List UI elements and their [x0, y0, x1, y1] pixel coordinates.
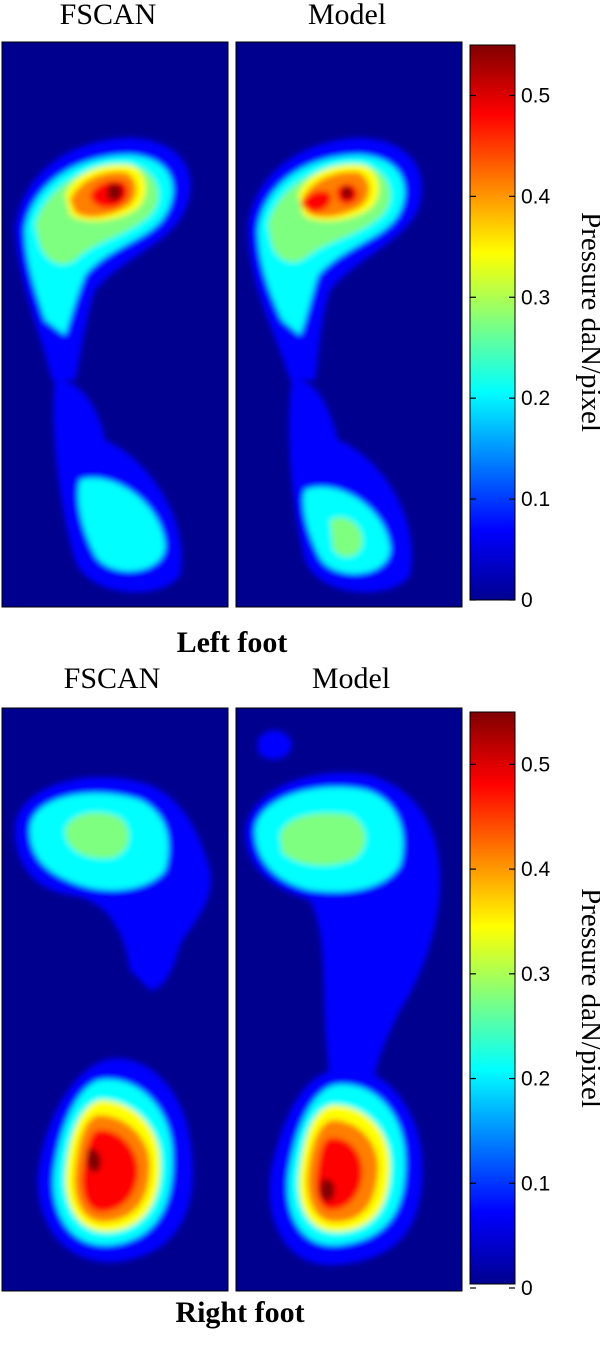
- right-model-toe: [258, 730, 292, 760]
- left-model-contour-heel-peak: [330, 517, 363, 557]
- left-model-title: Model: [308, 0, 386, 31]
- right-fscan-contour-level-3: [65, 812, 129, 859]
- right-colorbar-ticks: 0 0.1 0.2 0.3 0.4 0.5: [470, 753, 551, 1300]
- right-colorbar-tick-label-1: 0.1: [521, 1172, 550, 1195]
- left-fscan-panel: [1, 41, 229, 608]
- right-model-pressure-map: [245, 730, 440, 1266]
- left-colorbar-tick-label-0: 0: [521, 589, 533, 612]
- left-model-panel: [235, 41, 463, 608]
- right-colorbar-tick-label-2: 0.2: [521, 1068, 550, 1091]
- right-fscan-panel: [1, 707, 229, 1292]
- right-colorbar-tick-label-3: 0.3: [521, 963, 550, 986]
- right-colorbar-tick-label-0: 0: [521, 1277, 533, 1300]
- left-colorbar-gradient: [469, 44, 516, 601]
- left-model-contour-level-6a: [300, 190, 331, 212]
- left-fscan-contour-peak: [107, 183, 123, 201]
- right-colorbar: 0 0.1 0.2 0.3 0.4 0.5 Pressure daN/pixel: [469, 711, 600, 1300]
- left-model-pressure-map: [248, 138, 422, 593]
- right-colorbar-gradient: [469, 711, 516, 1285]
- right-model-contour-level-3: [280, 813, 366, 866]
- right-fscan-title: FSCAN: [64, 662, 161, 695]
- left-foot-section: FSCAN Model: [1, 0, 600, 659]
- right-foot-section: FSCAN Model: [1, 662, 600, 1329]
- right-model-contour-peak: [320, 1178, 335, 1202]
- right-model-panel: [235, 707, 463, 1292]
- left-foot-label: Left foot: [177, 626, 288, 659]
- left-colorbar-ticks: 0 0.1 0.2 0.3 0.4 0.5: [470, 84, 551, 612]
- right-colorbar-tick-label-4: 0.4: [521, 858, 551, 881]
- left-colorbar: 0 0.1 0.2 0.3 0.4 0.5 Pressure daN/pixel: [469, 44, 600, 612]
- right-model-title: Model: [312, 662, 390, 695]
- left-fscan-contour-level-2b: [78, 478, 165, 572]
- right-fscan-pressure-map: [15, 777, 211, 1263]
- right-foot-label: Right foot: [175, 1296, 304, 1329]
- left-colorbar-tick-label-1: 0.1: [521, 488, 550, 511]
- right-colorbar-label: Pressure daN/pixel: [575, 888, 600, 1108]
- right-colorbar-tick-label-5: 0.5: [521, 753, 550, 776]
- left-colorbar-tick-label-5: 0.5: [521, 84, 550, 107]
- left-model-contour-peak: [342, 186, 353, 200]
- left-colorbar-tick-label-2: 0.2: [521, 387, 550, 410]
- left-fscan-pressure-map: [15, 138, 191, 593]
- left-colorbar-tick-label-3: 0.3: [521, 286, 550, 309]
- left-fscan-title: FSCAN: [60, 0, 157, 31]
- left-colorbar-tick-label-4: 0.4: [521, 185, 551, 208]
- left-colorbar-label: Pressure daN/pixel: [575, 212, 600, 432]
- right-fscan-contour-peak: [87, 1149, 102, 1173]
- right-fscan-contour-level-6: [82, 1129, 139, 1212]
